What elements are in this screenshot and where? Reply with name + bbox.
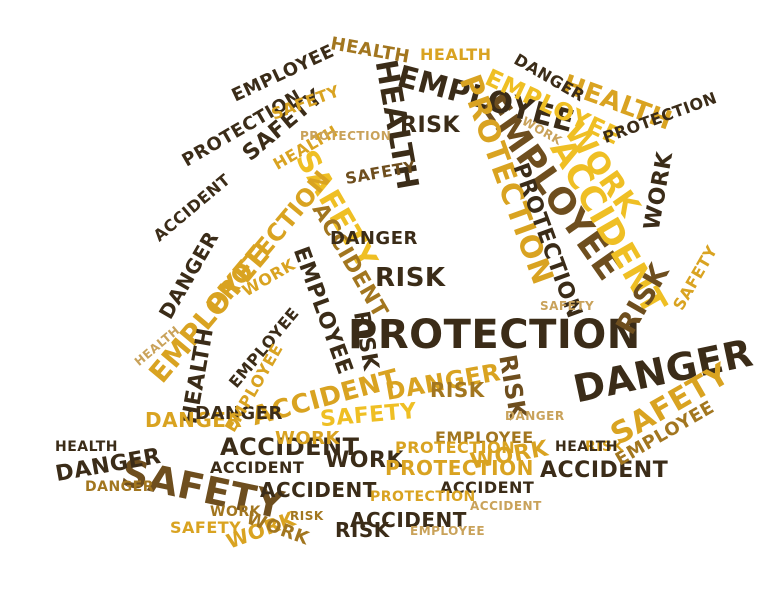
cloud-word-accident: ACCIDENT bbox=[149, 170, 235, 246]
cloud-word-risk: RISK bbox=[400, 113, 461, 138]
cloud-word-safety: SAFETY bbox=[319, 398, 418, 433]
cloud-word-protection: PROTECTION bbox=[385, 456, 534, 480]
cloud-word-safety: SAFETY bbox=[540, 299, 595, 313]
cloud-word-protection: PROTECTION bbox=[300, 129, 392, 143]
cloud-word-danger: DANGER bbox=[145, 408, 243, 432]
cloud-word-risk: RISK bbox=[335, 518, 390, 542]
cloud-word-accident: ACCIDENT bbox=[350, 508, 467, 532]
cloud-word-accident: ACCIDENT bbox=[540, 458, 669, 483]
cloud-word-accident: ACCIDENT bbox=[470, 499, 542, 513]
cloud-word-danger: DANGER bbox=[85, 479, 155, 495]
cloud-word-risk: RISK bbox=[290, 509, 324, 523]
cloud-word-employee: EMPLOYEE bbox=[410, 524, 486, 538]
cloud-word-work: WORK bbox=[210, 504, 261, 520]
cloud-word-health: HEALTH bbox=[55, 439, 118, 455]
cloud-word-risk: RISK bbox=[585, 439, 624, 455]
cloud-word-danger: DANGER bbox=[330, 228, 418, 249]
cloud-word-risk: RISK bbox=[430, 378, 485, 402]
cloud-word-accident: ACCIDENT bbox=[220, 433, 360, 461]
cloud-word-protection: PROTECTION bbox=[395, 438, 516, 457]
cloud-word-health: HEALTH bbox=[420, 45, 492, 64]
cloud-word-work: WORK bbox=[639, 149, 679, 232]
cloud-word-accident: ACCIDENT bbox=[440, 478, 535, 497]
cloud-word-work: WORK bbox=[325, 448, 404, 473]
cloud-word-employee: EMPLOYEE bbox=[435, 428, 534, 447]
cloud-word-danger: DANGER bbox=[195, 403, 283, 424]
cloud-word-safety: SAFETY bbox=[669, 242, 722, 314]
cloud-word-protection: PROTECTION bbox=[370, 489, 476, 505]
cloud-word-accident: ACCIDENT bbox=[260, 478, 377, 502]
cloud-word-protection: PROTECTION bbox=[348, 312, 641, 358]
cloud-word-risk: RISK bbox=[375, 263, 446, 293]
cloud-word-health: HEALTH bbox=[555, 439, 618, 455]
cloud-word-accident: ACCIDENT bbox=[210, 458, 305, 477]
cloud-word-work: WORK bbox=[275, 428, 340, 449]
cloud-word-safety: SAFETY bbox=[170, 518, 242, 537]
cloud-word-danger: DANGER bbox=[505, 409, 565, 423]
